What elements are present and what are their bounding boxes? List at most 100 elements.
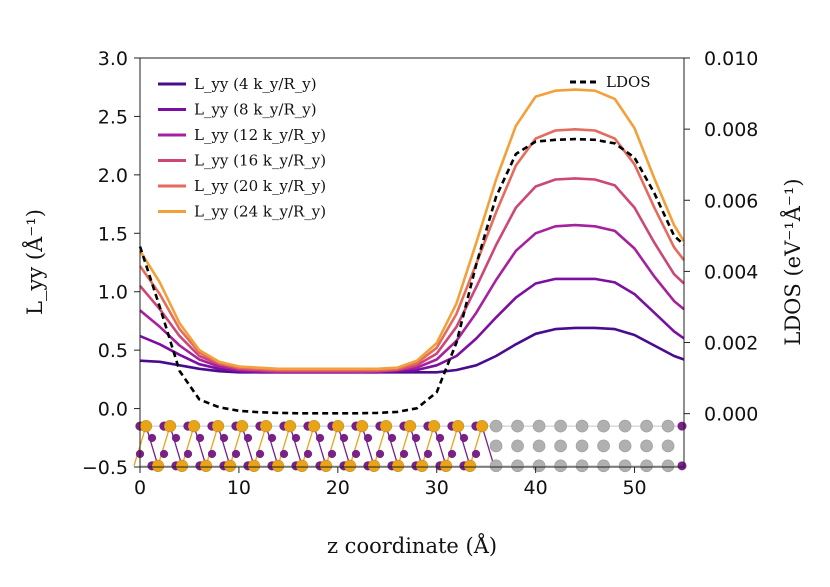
- legend-label: L_yy (20 k_y/R_y): [194, 177, 326, 195]
- inset-metal-atom: [489, 419, 503, 433]
- inset-bond: [457, 425, 471, 467]
- chart-axes: 0 10 20 30 40 50 −0.5 0.0 0.5 1.0 1.5 2.0 2.5 3.0 0.00…: [82, 48, 759, 499]
- inset-metal-atom: [640, 419, 653, 433]
- inset-atom: [391, 459, 405, 473]
- inset-atom: [367, 459, 381, 473]
- inset-bond: [385, 425, 399, 467]
- inset-bond: [373, 425, 387, 467]
- inset-bond: [349, 425, 363, 467]
- inset-bond: [421, 425, 435, 467]
- legend-label: L_yy (12 k_y/R_y): [194, 126, 326, 144]
- inset-atom: [331, 419, 345, 433]
- inset-metal-atom: [597, 419, 610, 433]
- inset-atom: [243, 433, 253, 443]
- inset-atom: [223, 459, 237, 473]
- inset-atom: [279, 449, 289, 459]
- inset-atom: [183, 449, 193, 459]
- inset-atom: [355, 419, 369, 433]
- inset-atom: [427, 419, 441, 433]
- inset-atom: [451, 419, 465, 433]
- inset-bond: [337, 425, 351, 467]
- y-right-tick-label: 0.004: [704, 261, 758, 283]
- inset-atom: [459, 433, 469, 443]
- y-right-tick-label: 0.000: [704, 404, 758, 426]
- inset-atom: [195, 433, 205, 443]
- atomic-structure-inset: [133, 419, 687, 473]
- inset-atom: [163, 419, 177, 433]
- inset-atom: [363, 433, 373, 443]
- inset-bond: [157, 425, 171, 467]
- inset-metal-atom: [618, 439, 632, 453]
- inset-metal-atom: [532, 439, 546, 453]
- x-axis-label: z coordinate (Å): [327, 533, 497, 558]
- y-axis-label: L_yy (Å⁻¹): [22, 209, 47, 315]
- inset-atom: [271, 459, 285, 473]
- series-line-6: [138, 88, 686, 371]
- inset-metal-atom: [554, 439, 567, 453]
- inset-atom: [439, 459, 453, 473]
- inset-metal-atom: [554, 419, 567, 433]
- inset-atom: [267, 433, 277, 443]
- series-line-1: [139, 326, 685, 374]
- inset-atom: [219, 433, 229, 443]
- y-axis-right-label: LDOS (eV⁻¹Å⁻¹): [780, 178, 805, 345]
- inset-atom: [139, 419, 153, 433]
- x-tick-label: 40: [524, 477, 548, 499]
- legend-label: L_yy (4 k_y/R_y): [194, 75, 317, 93]
- inset-metal-atom: [597, 439, 610, 453]
- inset-atom: [471, 449, 481, 459]
- plot-frame: [139, 57, 685, 468]
- x-tick-label: 50: [622, 477, 646, 499]
- inset-metal-atom: [554, 459, 567, 473]
- legend-label: L_yy (8 k_y/R_y): [194, 101, 317, 119]
- inset-atom: [259, 419, 273, 433]
- inset-atom: [147, 433, 157, 443]
- inset-atom: [235, 419, 249, 433]
- inset-atom: [351, 449, 361, 459]
- inset-atom: [319, 459, 333, 473]
- inset-bond: [229, 425, 243, 467]
- inset-atom: [379, 419, 393, 433]
- inset-metal-atom: [532, 419, 546, 433]
- inset-bond: [205, 425, 219, 467]
- inset-bond: [289, 425, 303, 467]
- y-right-tick-label: 0.002: [704, 333, 758, 355]
- inset-atom: [677, 421, 687, 431]
- inset-bond: [361, 425, 375, 467]
- inset-metal-atom: [511, 459, 524, 473]
- legend-label: L_yy (16 k_y/R_y): [194, 152, 326, 170]
- inset-atom: [295, 459, 309, 473]
- inset-bond: [277, 425, 291, 467]
- y-tick-label: 0.5: [98, 340, 128, 362]
- inset-atom: [343, 459, 357, 473]
- y-tick-label: 3.0: [98, 48, 128, 70]
- inset-atom: [207, 449, 217, 459]
- series-line-3: [139, 223, 685, 374]
- inset-metal-atom: [661, 459, 675, 473]
- inset-atom: [339, 433, 349, 443]
- y-tick-label: 1.0: [98, 282, 128, 304]
- inset-metal-atom: [511, 419, 524, 433]
- ldos-line: [138, 137, 685, 415]
- y-right-tick-label: 0.006: [704, 190, 758, 212]
- inset-metal-atom: [511, 439, 524, 453]
- inset-atom: [387, 433, 397, 443]
- inset-atom: [199, 459, 213, 473]
- inset-atom: [187, 419, 201, 433]
- x-tick-label: 10: [227, 477, 251, 499]
- inset-atom: [403, 419, 417, 433]
- inset-atom: [175, 459, 189, 473]
- inset-atom: [247, 459, 261, 473]
- inset-atom: [399, 449, 409, 459]
- inset-atom: [303, 449, 313, 459]
- inset-metal-atom: [661, 439, 675, 453]
- inset-metal-atom: [618, 419, 632, 433]
- y-tick-label: −0.5: [82, 457, 128, 479]
- inset-atom: [411, 433, 421, 443]
- inset-atom: [171, 433, 181, 443]
- inset-atom: [463, 459, 477, 473]
- inset-bond: [397, 425, 411, 467]
- inset-atom: [231, 449, 241, 459]
- inset-atom: [283, 419, 297, 433]
- inset-atom: [159, 449, 169, 459]
